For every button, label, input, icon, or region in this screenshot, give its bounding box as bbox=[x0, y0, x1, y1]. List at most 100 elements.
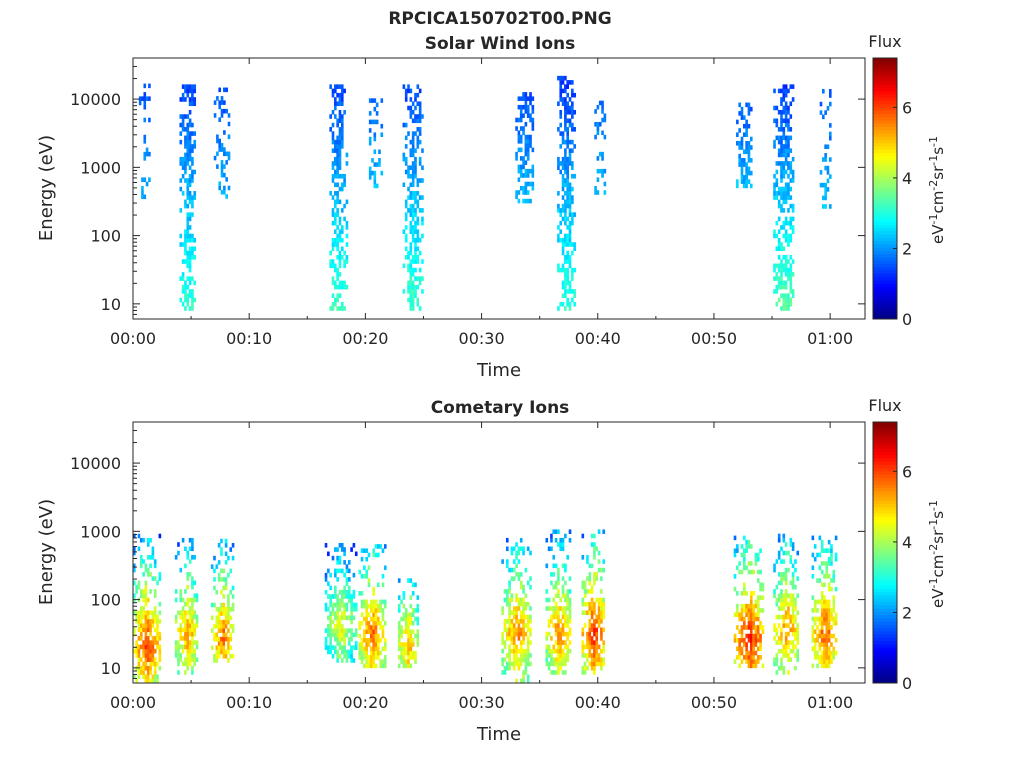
heatmap-cell bbox=[193, 88, 197, 94]
heatmap-cell bbox=[409, 229, 413, 234]
heatmap-cell bbox=[517, 559, 521, 564]
heatmap-cell bbox=[515, 631, 518, 637]
heatmap-cell bbox=[372, 646, 375, 652]
heatmap-cell bbox=[145, 181, 149, 187]
heatmap-cell bbox=[220, 624, 223, 629]
heatmap-cell bbox=[184, 670, 187, 675]
heatmap-cell bbox=[414, 97, 417, 102]
heatmap-cell bbox=[407, 165, 410, 170]
heatmap-cell bbox=[743, 115, 746, 120]
heatmap-cell bbox=[832, 569, 836, 575]
heatmap-cell bbox=[329, 619, 332, 625]
heatmap-cell bbox=[818, 633, 822, 639]
heatmap-cell bbox=[184, 289, 187, 294]
heatmap-cell bbox=[220, 628, 223, 633]
colorbar-segment bbox=[873, 296, 897, 300]
heatmap-cell bbox=[331, 212, 335, 217]
heatmap-cell bbox=[526, 139, 530, 144]
heatmap-cell bbox=[557, 267, 560, 273]
heatmap-cell bbox=[336, 293, 339, 298]
heatmap-cell bbox=[218, 138, 222, 144]
heatmap-cell bbox=[784, 293, 788, 298]
heatmap-cell bbox=[524, 139, 528, 144]
heatmap-cell bbox=[409, 152, 413, 158]
heatmap-cell bbox=[816, 663, 819, 669]
heatmap-cell bbox=[418, 178, 422, 183]
colorbar-segment bbox=[873, 315, 897, 320]
heatmap-cell bbox=[215, 645, 219, 650]
heatmap-cell bbox=[780, 589, 783, 594]
heatmap-cell bbox=[416, 255, 420, 260]
heatmap-cell bbox=[550, 661, 553, 667]
heatmap-cell bbox=[191, 195, 194, 200]
heatmap-cell bbox=[414, 195, 417, 200]
heatmap-cell bbox=[381, 625, 385, 630]
heatmap-cell bbox=[566, 597, 570, 603]
colorbar-segment bbox=[873, 273, 897, 278]
heatmap-cell bbox=[334, 97, 337, 102]
heatmap-cell bbox=[229, 568, 233, 574]
x-tick-label: 00:50 bbox=[691, 329, 737, 348]
heatmap-cell bbox=[593, 619, 596, 624]
heatmap-cell bbox=[745, 128, 748, 133]
heatmap-cell bbox=[595, 631, 599, 637]
heatmap-cell bbox=[373, 98, 377, 103]
heatmap-cell bbox=[188, 173, 192, 179]
heatmap-cell bbox=[334, 84, 337, 89]
heatmap-cell bbox=[775, 272, 779, 277]
heatmap-cell bbox=[184, 152, 187, 158]
heatmap-cell bbox=[761, 586, 765, 592]
heatmap-cell bbox=[191, 610, 194, 616]
heatmap-cell bbox=[557, 580, 560, 586]
heatmap-cell bbox=[186, 237, 190, 243]
heatmap-cell bbox=[816, 638, 819, 643]
heatmap-cell bbox=[220, 100, 224, 105]
heatmap-cell bbox=[747, 569, 751, 575]
heatmap-cell bbox=[181, 92, 185, 98]
heatmap-cell bbox=[777, 555, 781, 560]
heatmap-cell bbox=[345, 658, 349, 663]
heatmap-cell bbox=[368, 140, 372, 146]
colorbar-segment bbox=[873, 555, 897, 560]
heatmap-cell bbox=[784, 88, 788, 94]
heatmap-cell bbox=[350, 645, 353, 650]
colorbar-segment bbox=[873, 611, 897, 615]
heatmap-cell bbox=[229, 547, 233, 552]
heatmap-cell bbox=[365, 608, 368, 613]
heatmap-cell bbox=[561, 161, 565, 166]
heatmap-cell bbox=[404, 92, 408, 98]
colorbar-segment bbox=[873, 208, 897, 212]
heatmap-cell bbox=[143, 139, 147, 144]
heatmap-cell bbox=[524, 143, 528, 148]
heatmap-cell bbox=[820, 548, 824, 553]
heatmap-cell bbox=[358, 625, 362, 630]
heatmap-cell bbox=[156, 661, 159, 667]
heatmap-cell bbox=[830, 659, 833, 664]
heatmap-cell bbox=[343, 632, 346, 638]
heatmap-cell bbox=[149, 623, 152, 628]
colorbar-tick-label: 6 bbox=[902, 98, 912, 117]
heatmap-cell bbox=[181, 284, 185, 290]
heatmap-cell bbox=[188, 559, 192, 564]
heatmap-cell bbox=[383, 565, 387, 571]
x-tick-label: 00:50 bbox=[691, 693, 737, 712]
heatmap-cell bbox=[416, 139, 420, 145]
heatmap-cell bbox=[191, 614, 194, 620]
heatmap-cell bbox=[186, 225, 190, 230]
heatmap-cell bbox=[153, 559, 157, 564]
heatmap-cell bbox=[759, 638, 762, 643]
heatmap-cell bbox=[554, 584, 558, 590]
heatmap-cell bbox=[229, 589, 233, 595]
colorbar-segment bbox=[873, 536, 897, 540]
heatmap-cell bbox=[186, 601, 190, 607]
heatmap-cell bbox=[740, 603, 744, 609]
heatmap-cell bbox=[564, 139, 567, 145]
heatmap-cell bbox=[564, 191, 567, 196]
heatmap-cell bbox=[564, 233, 567, 239]
heatmap-cell bbox=[791, 601, 795, 607]
heatmap-cell bbox=[568, 529, 572, 534]
heatmap-cell bbox=[508, 610, 511, 616]
heatmap-cell bbox=[411, 135, 415, 141]
heatmap-cell bbox=[501, 636, 504, 641]
